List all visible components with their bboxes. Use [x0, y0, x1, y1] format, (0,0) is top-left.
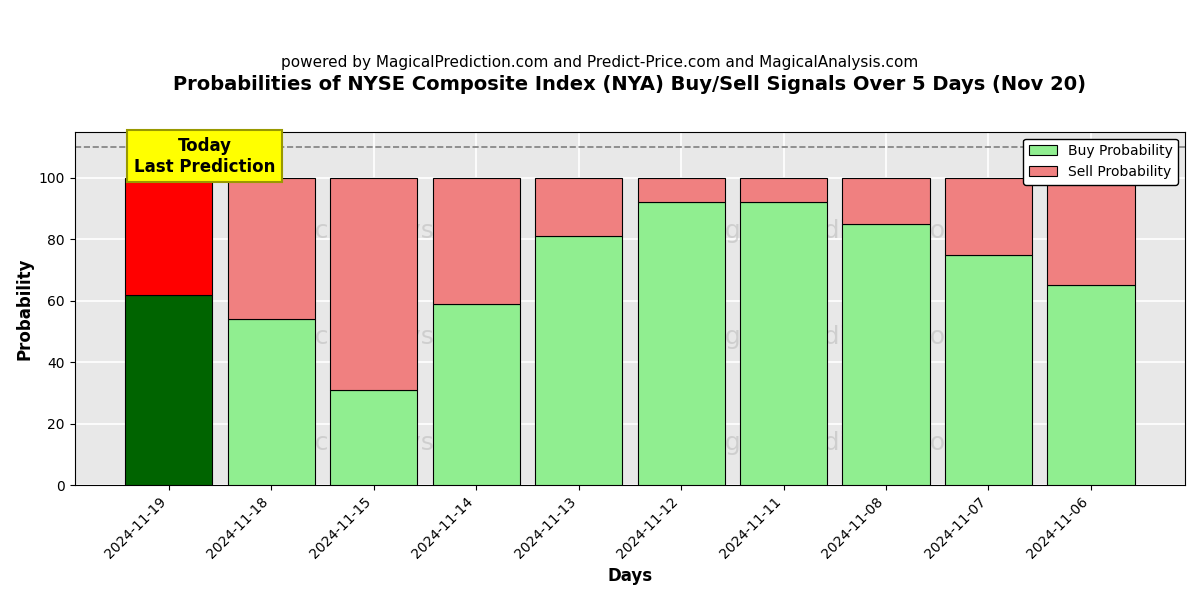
Title: Probabilities of NYSE Composite Index (NYA) Buy/Sell Signals Over 5 Days (Nov 20: Probabilities of NYSE Composite Index (N… — [173, 75, 1086, 94]
Text: Today
Last Prediction: Today Last Prediction — [134, 137, 275, 176]
Bar — [432, 304, 520, 485]
Bar — [842, 178, 930, 224]
X-axis label: Days: Days — [607, 567, 653, 585]
Bar — [944, 178, 1032, 254]
Text: MagicalPrediction.com: MagicalPrediction.com — [689, 218, 971, 242]
Bar — [228, 319, 314, 485]
Text: MagicalAnalysis.com: MagicalAnalysis.com — [256, 218, 516, 242]
Bar — [432, 178, 520, 304]
Bar — [228, 178, 314, 319]
Bar — [1048, 178, 1134, 286]
Bar — [535, 236, 622, 485]
Y-axis label: Probability: Probability — [16, 257, 34, 359]
Text: powered by MagicalPrediction.com and Predict-Price.com and MagicalAnalysis.com: powered by MagicalPrediction.com and Pre… — [281, 55, 919, 70]
Bar — [535, 178, 622, 236]
Bar — [330, 178, 418, 390]
Bar — [842, 224, 930, 485]
Bar — [944, 254, 1032, 485]
Bar — [1048, 286, 1134, 485]
Bar — [125, 295, 212, 485]
Text: MagicalPrediction.com: MagicalPrediction.com — [689, 431, 971, 455]
Bar — [125, 178, 212, 295]
Bar — [740, 202, 827, 485]
Text: MagicalPrediction.com: MagicalPrediction.com — [689, 325, 971, 349]
Bar — [330, 390, 418, 485]
Text: MagicalAnalysis.com: MagicalAnalysis.com — [256, 431, 516, 455]
Legend: Buy Probability, Sell Probability: Buy Probability, Sell Probability — [1024, 139, 1178, 185]
Text: MagicalAnalysis.com: MagicalAnalysis.com — [256, 325, 516, 349]
Bar — [637, 202, 725, 485]
Bar — [740, 178, 827, 202]
Bar — [637, 178, 725, 202]
